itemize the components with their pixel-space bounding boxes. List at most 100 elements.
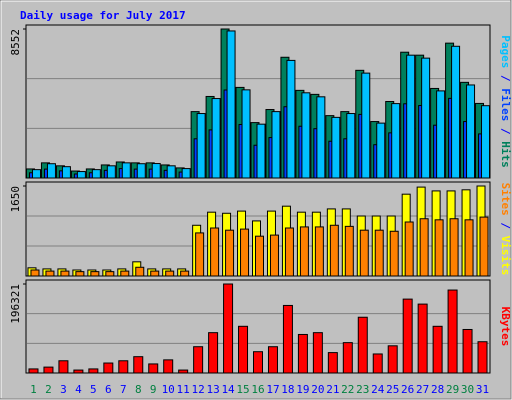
bar — [46, 163, 56, 179]
bar — [241, 89, 251, 179]
bar — [432, 325, 443, 374]
x-tick-label: 14 — [221, 383, 235, 396]
x-tick-label: 11 — [177, 383, 190, 396]
x-tick-label: 4 — [75, 383, 82, 396]
bar — [359, 229, 369, 277]
bar — [240, 228, 250, 277]
bar — [196, 113, 206, 179]
bar — [30, 269, 40, 277]
bar — [193, 346, 204, 374]
bar — [120, 270, 130, 277]
bar — [43, 366, 54, 374]
bar — [376, 122, 386, 179]
x-tick-label: 19 — [296, 383, 309, 396]
bar — [402, 298, 413, 374]
x-tick-label: 26 — [401, 383, 414, 396]
bar — [479, 216, 489, 277]
bar — [314, 226, 324, 277]
bar — [282, 304, 293, 374]
bar — [327, 352, 338, 374]
x-tick-label: 18 — [281, 383, 294, 396]
bar — [447, 289, 458, 374]
bar — [316, 96, 326, 179]
bar — [133, 356, 144, 374]
bar — [436, 90, 446, 179]
x-tick-label: 24 — [371, 383, 385, 396]
x-tick-label: 9 — [150, 383, 157, 396]
x-tick-label: 15 — [236, 383, 249, 396]
bar — [210, 227, 220, 277]
x-tick-label: 1 — [30, 383, 37, 396]
bar — [406, 54, 416, 179]
bar — [331, 116, 341, 179]
bar — [180, 270, 190, 277]
x-tick-label: 13 — [206, 383, 219, 396]
legend-separator: / — [499, 68, 512, 88]
bar — [269, 234, 279, 277]
bar — [256, 123, 266, 179]
bar — [346, 113, 356, 179]
legend-entry: Files — [499, 88, 512, 121]
bar — [253, 351, 263, 374]
bar — [91, 169, 101, 179]
bar — [178, 369, 189, 374]
x-tick-label: 28 — [431, 383, 444, 396]
x-tick-label: 10 — [162, 383, 175, 396]
bar — [344, 225, 354, 277]
bar — [391, 103, 401, 179]
bar — [225, 229, 235, 277]
x-tick-label: 30 — [461, 383, 474, 396]
x-tick-label: 2 — [45, 383, 52, 396]
bar — [238, 325, 249, 374]
bar — [462, 328, 473, 374]
bar — [90, 271, 100, 277]
bar — [150, 270, 160, 277]
bar — [181, 168, 191, 179]
bar — [45, 270, 55, 277]
bar — [28, 368, 39, 374]
bar — [404, 221, 414, 277]
bar — [105, 271, 115, 277]
bar — [481, 105, 491, 179]
legend: Sites / Visits — [499, 183, 512, 276]
bar — [255, 235, 264, 277]
bar — [61, 166, 71, 179]
bar — [421, 57, 431, 179]
legend: Pages / Files / Hits — [499, 35, 512, 168]
bar — [151, 163, 161, 179]
bar — [361, 72, 371, 179]
bar — [76, 171, 86, 179]
bar — [419, 218, 429, 277]
bar — [211, 98, 221, 179]
bar — [417, 303, 428, 374]
bar — [449, 218, 459, 277]
x-tick-label: 27 — [416, 383, 429, 396]
x-tick-label: 25 — [386, 383, 399, 396]
bar — [60, 270, 70, 277]
y-tick-label: 196321 — [9, 284, 22, 324]
legend-entry: KBytes — [499, 307, 512, 347]
bar — [284, 227, 294, 277]
bar — [464, 219, 474, 277]
bar — [73, 369, 84, 374]
bar — [374, 229, 384, 277]
bar — [75, 271, 85, 277]
chart-title: Daily usage for July 2017 — [20, 9, 186, 22]
legend-separator: / — [499, 216, 512, 236]
bar — [387, 345, 398, 374]
bar — [372, 353, 383, 374]
bar — [466, 84, 476, 179]
bar — [106, 165, 116, 179]
bar — [223, 283, 234, 374]
x-tick-label: 6 — [105, 383, 112, 396]
legend-separator: / — [499, 121, 512, 141]
bar — [271, 111, 281, 179]
x-tick-label: 7 — [120, 383, 127, 396]
bar — [195, 232, 205, 277]
x-tick-label: 31 — [476, 383, 489, 396]
bar — [389, 230, 399, 277]
bar — [136, 163, 146, 179]
legend-entry: Hits — [499, 141, 512, 168]
